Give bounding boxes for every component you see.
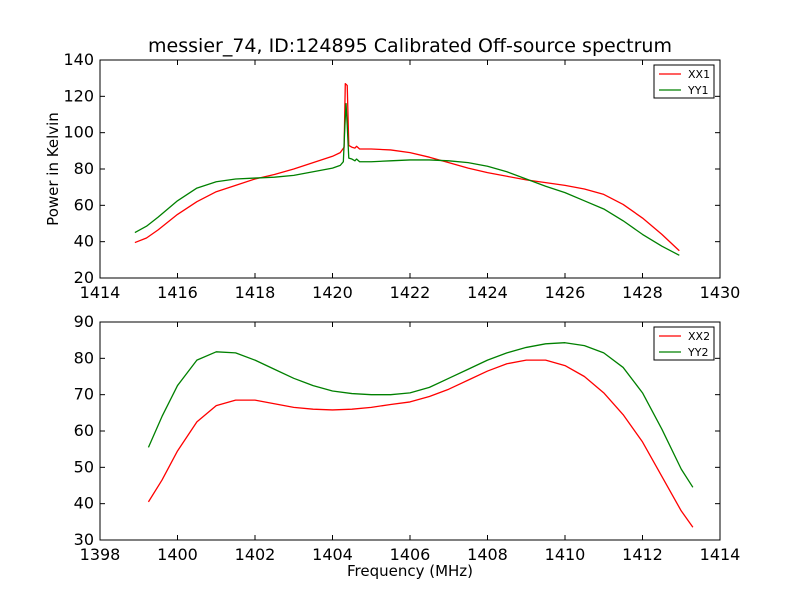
x-tick-label: 1420 (312, 283, 353, 302)
x-tick-label: 1402 (235, 545, 276, 564)
x-tick-label: 1398 (80, 545, 121, 564)
x-tick-label: 1414 (700, 545, 741, 564)
x-tick-label: 1416 (157, 283, 198, 302)
x-tick-label: 1428 (622, 283, 663, 302)
x-tick-label: 1400 (157, 545, 198, 564)
y-tick-label: 60 (74, 421, 94, 440)
x-tick-label: 1426 (545, 283, 586, 302)
y-tick-label: 90 (74, 312, 94, 331)
x-tick-label: 1430 (700, 283, 741, 302)
y-tick-label: 20 (74, 268, 94, 287)
x-tick-label: 1412 (622, 545, 663, 564)
x-axis-label: Frequency (MHz) (347, 562, 473, 580)
legend-label-yy2: YY2 (687, 346, 708, 359)
y-tick-label: 120 (63, 86, 94, 105)
axes-frame (99, 321, 721, 541)
y-tick-label: 50 (74, 457, 94, 476)
subplot-2: 1398 1400 1402 1404 1406 1408 1410 1412 1414 30 40… (74, 312, 741, 580)
legend-box (653, 326, 715, 361)
y-tick-label: 140 (63, 50, 94, 69)
x-tick-label: 1418 (235, 283, 276, 302)
chart-title: messier_74, ID:124895 Calibrated Off-sou… (148, 35, 672, 57)
x-tick-label: 1410 (545, 545, 586, 564)
y-tick-label: 80 (74, 348, 94, 367)
y-tick-label: 40 (74, 232, 94, 251)
x-tick-label: 1404 (312, 545, 353, 564)
y-tick-label: 40 (74, 494, 94, 513)
legend-label-xx1: XX1 (688, 68, 710, 81)
y-axis-label: Power in Kelvin (44, 112, 62, 226)
y-tick-label: 60 (74, 195, 94, 214)
y-tick-label: 80 (74, 159, 94, 178)
x-tick-label: 1424 (467, 283, 508, 302)
y-tick-label: 70 (74, 385, 94, 404)
axes-frame (99, 59, 721, 279)
series-line-yy1 (134, 102, 680, 256)
legend-box (653, 64, 715, 99)
series-line-xx2 (147, 359, 694, 528)
series-line-yy2 (147, 342, 694, 488)
x-tick-label: 1414 (80, 283, 121, 302)
y-tick-label: 100 (63, 123, 94, 142)
legend-label-yy1: YY1 (687, 84, 708, 97)
series-line-xx1 (134, 82, 680, 252)
legend-label-xx2: XX2 (688, 330, 710, 343)
subplot-1: 1414 1416 1418 1420 1422 1424 1426 1428 1430 20 40… (44, 50, 740, 302)
x-tick-label: 1406 (390, 545, 431, 564)
x-tick-label: 1408 (467, 545, 508, 564)
y-tick-label: 30 (74, 530, 94, 549)
x-tick-label: 1422 (390, 283, 431, 302)
